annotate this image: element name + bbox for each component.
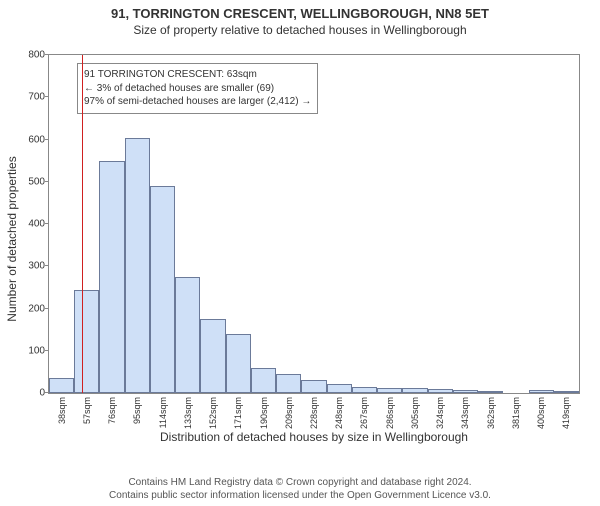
histogram-bar — [175, 277, 200, 393]
y-axis-label: Number of detached properties — [5, 156, 19, 321]
x-tick-label: 209sqm — [284, 397, 294, 429]
reference-line — [82, 55, 83, 393]
y-tick-mark — [45, 308, 49, 309]
y-tick-label: 200 — [28, 303, 45, 314]
histogram-bar — [125, 138, 150, 393]
x-tick-label: 95sqm — [132, 397, 142, 424]
annotation-line-1: 91 TORRINGTON CRESCENT: 63sqm — [84, 68, 311, 82]
x-tick-label: 324sqm — [435, 397, 445, 429]
y-tick-label: 700 — [28, 92, 45, 103]
x-tick-label: 267sqm — [359, 397, 369, 429]
y-tick-mark — [45, 223, 49, 224]
y-tick-label: 600 — [28, 134, 45, 145]
y-tick-mark — [45, 350, 49, 351]
y-tick-label: 400 — [28, 219, 45, 230]
x-tick-label: 305sqm — [410, 397, 420, 429]
footer-line-2: Contains public sector information licen… — [0, 490, 600, 503]
y-tick-label: 800 — [28, 50, 45, 61]
y-tick-mark — [45, 139, 49, 140]
x-tick-label: 152sqm — [208, 397, 218, 429]
histogram-bar — [226, 334, 251, 393]
histogram-bar — [150, 186, 175, 393]
histogram-bar — [301, 380, 326, 393]
x-tick-label: 419sqm — [561, 397, 571, 429]
histogram-bar — [402, 388, 427, 393]
page-title-2: Size of property relative to detached ho… — [0, 23, 600, 37]
x-tick-label: 190sqm — [259, 397, 269, 429]
annotation-line-2: ← 3% of detached houses are smaller (69) — [84, 82, 311, 96]
histogram-bar — [200, 319, 225, 393]
x-tick-label: 381sqm — [511, 397, 521, 429]
x-tick-label: 228sqm — [309, 397, 319, 429]
y-tick-mark — [45, 265, 49, 266]
histogram-bar — [74, 290, 99, 394]
histogram-bar — [276, 374, 301, 393]
histogram-bar — [99, 161, 124, 393]
x-tick-label: 362sqm — [486, 397, 496, 429]
x-tick-label: 286sqm — [385, 397, 395, 429]
x-axis-label: Distribution of detached houses by size … — [48, 430, 580, 444]
x-tick-label: 57sqm — [82, 397, 92, 424]
x-tick-label: 248sqm — [334, 397, 344, 429]
chart-container: Number of detached properties 91 TORRING… — [48, 54, 580, 424]
y-tick-mark — [45, 181, 49, 182]
x-tick-label: 76sqm — [107, 397, 117, 424]
histogram-bar — [251, 368, 276, 393]
histogram-bar — [377, 388, 402, 393]
x-tick-label: 171sqm — [233, 397, 243, 429]
y-tick-label: 0 — [39, 388, 45, 399]
histogram-bar — [453, 390, 478, 393]
y-tick-label: 300 — [28, 261, 45, 272]
y-tick-label: 100 — [28, 345, 45, 356]
histogram-bar — [327, 384, 352, 393]
x-tick-label: 400sqm — [536, 397, 546, 429]
histogram-bar — [352, 387, 377, 393]
x-tick-label: 114sqm — [158, 397, 168, 428]
histogram-bar — [554, 391, 579, 393]
histogram-bar — [478, 391, 503, 393]
y-tick-mark — [45, 96, 49, 97]
page-title-1: 91, TORRINGTON CRESCENT, WELLINGBOROUGH,… — [0, 6, 600, 21]
histogram-bar — [529, 390, 554, 393]
x-tick-label: 38sqm — [57, 397, 67, 424]
histogram-bar — [49, 378, 74, 393]
x-tick-label: 343sqm — [460, 397, 470, 429]
x-tick-label: 133sqm — [183, 397, 193, 429]
plot-area: 91 TORRINGTON CRESCENT: 63sqm ← 3% of de… — [48, 54, 580, 394]
y-tick-mark — [45, 54, 49, 55]
footer: Contains HM Land Registry data © Crown c… — [0, 477, 600, 502]
footer-line-1: Contains HM Land Registry data © Crown c… — [0, 477, 600, 490]
annotation-box: 91 TORRINGTON CRESCENT: 63sqm ← 3% of de… — [77, 63, 318, 114]
annotation-line-3: 97% of semi-detached houses are larger (… — [84, 95, 311, 109]
histogram-bar — [428, 389, 453, 393]
y-tick-label: 500 — [28, 176, 45, 187]
